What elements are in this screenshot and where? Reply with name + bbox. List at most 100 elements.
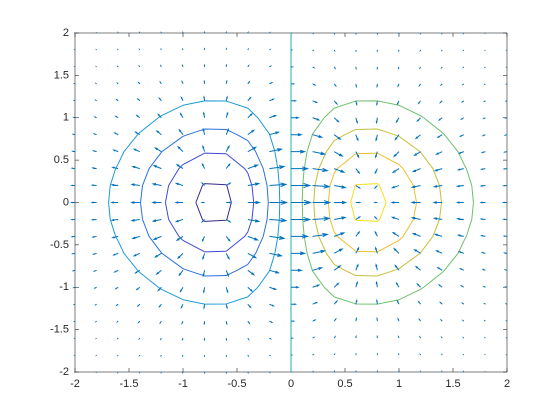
arrow (503, 269, 508, 271)
y-tick-label: 2 (63, 27, 69, 39)
arrow (90, 184, 97, 187)
arrow (110, 201, 119, 204)
arrow (355, 134, 359, 142)
y-tick-label: 0.5 (54, 154, 69, 166)
x-tick-label: 1 (396, 378, 402, 390)
arrow (436, 134, 443, 139)
arrow (181, 320, 184, 325)
arrow (175, 235, 184, 242)
arrow (71, 133, 76, 136)
arrow (269, 65, 273, 68)
arrow (269, 115, 278, 119)
arrow (154, 147, 162, 153)
arrow (410, 185, 421, 189)
arrow (291, 199, 313, 206)
arrow (269, 98, 275, 102)
arrow (291, 116, 300, 120)
arrow (225, 182, 232, 186)
arrow (291, 303, 298, 306)
arrow (460, 285, 465, 288)
arrow (433, 233, 443, 237)
arrow (333, 335, 336, 339)
arrow (312, 216, 331, 221)
arrow (269, 286, 278, 290)
contour-line (350, 183, 387, 222)
arrow (333, 317, 337, 322)
arrow (432, 201, 443, 204)
arrow (157, 286, 162, 292)
arrow (110, 183, 119, 187)
arrow (154, 252, 162, 258)
y-tick-label: -0.5 (50, 239, 69, 251)
arrow (312, 319, 317, 322)
arrow (397, 335, 400, 339)
arrow (113, 132, 119, 136)
arrow (269, 182, 288, 188)
arrow (180, 96, 184, 102)
arrow (70, 235, 76, 238)
arrow (151, 201, 162, 204)
arrow (202, 270, 206, 278)
arrow (502, 184, 508, 187)
arrow (355, 246, 360, 254)
arrow (355, 298, 358, 305)
arrow (482, 117, 486, 120)
arrow (393, 151, 400, 158)
arrow (375, 134, 378, 142)
y-tick-label: -1 (59, 281, 69, 293)
arrow (501, 201, 507, 204)
arrow (397, 317, 400, 322)
contour-line (301, 100, 474, 305)
arrow (132, 148, 141, 153)
arrow (419, 66, 422, 70)
arrow (247, 218, 261, 223)
arrow (225, 253, 230, 261)
arrow (355, 83, 357, 89)
arrow (202, 111, 206, 118)
arrow (334, 232, 346, 237)
x-tick-label: 0 (288, 378, 294, 390)
arrow (417, 300, 421, 305)
arrow (503, 134, 508, 136)
arrow (417, 100, 421, 105)
arrow (178, 269, 184, 277)
arrow (460, 100, 465, 103)
x-tick-label: -2 (70, 378, 80, 390)
arrow (312, 336, 316, 339)
arrow (503, 252, 508, 254)
arrow (269, 320, 274, 324)
arrow (225, 287, 229, 294)
arrow (439, 318, 443, 322)
arrow (131, 165, 140, 170)
arrow (247, 182, 261, 187)
arrow (225, 111, 229, 118)
arrow (178, 128, 184, 136)
arrow (355, 230, 361, 237)
arrow (333, 151, 344, 157)
arrow (131, 235, 140, 240)
arrow (457, 251, 464, 254)
arrow (200, 201, 205, 204)
arrow (202, 144, 206, 152)
arrow (201, 236, 206, 243)
arrow (92, 269, 97, 272)
arrow (312, 117, 321, 121)
arrow (225, 95, 228, 101)
arrow (201, 219, 205, 224)
arrow (269, 252, 283, 257)
arrow (174, 201, 183, 204)
arrow (111, 235, 119, 239)
arrow (410, 216, 421, 220)
arrow (436, 266, 443, 271)
arrow (333, 83, 337, 88)
arrow (391, 231, 400, 237)
arrow (374, 168, 378, 175)
arrow (355, 280, 358, 288)
arrow (375, 151, 378, 159)
x-tick-label: 2 (504, 378, 510, 390)
arrow (175, 163, 184, 170)
arrow (151, 218, 162, 222)
arrow (355, 117, 358, 125)
arrow (457, 151, 464, 154)
arrow (202, 253, 206, 261)
